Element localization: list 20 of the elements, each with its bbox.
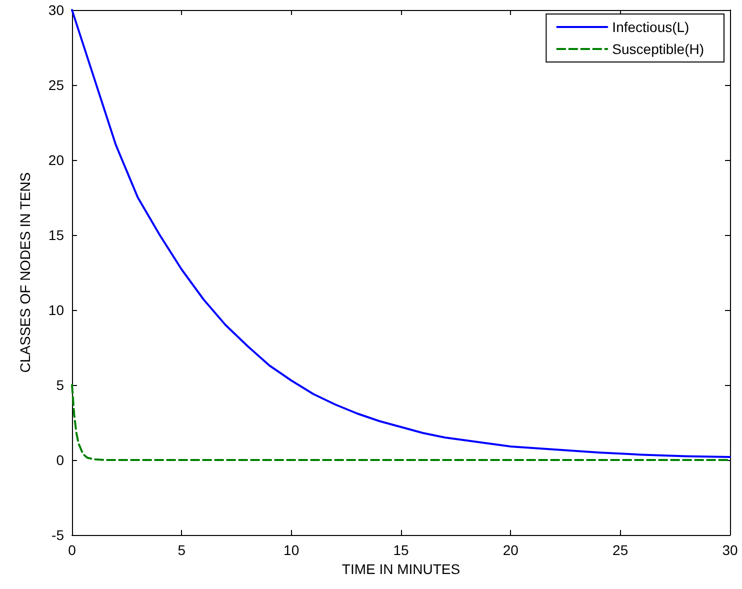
x-tick-label: 5 xyxy=(178,542,186,558)
x-tick-label: 15 xyxy=(393,542,409,558)
y-tick-label: 10 xyxy=(48,302,64,318)
y-tick-label: 20 xyxy=(48,152,64,168)
x-tick-label: 0 xyxy=(68,542,76,558)
y-tick-label: 5 xyxy=(56,377,64,393)
x-tick-label: 30 xyxy=(722,542,738,558)
y-axis-title: CLASSES OF NODES IN TENS xyxy=(17,172,33,373)
y-tick-label: 15 xyxy=(48,227,64,243)
y-tick-label: 25 xyxy=(48,77,64,93)
legend-label: Infectious(L) xyxy=(612,19,690,35)
x-tick-label: 25 xyxy=(612,542,628,558)
y-tick-label: -5 xyxy=(52,527,64,543)
legend-label: Susceptible(H) xyxy=(612,41,704,57)
y-tick-label: 30 xyxy=(48,2,64,18)
y-tick-label: 0 xyxy=(56,452,64,468)
x-tick-label: 10 xyxy=(284,542,300,558)
line-series xyxy=(71,384,731,461)
x-tick-label: 20 xyxy=(502,542,519,558)
x-axis-title: TIME IN MINUTES xyxy=(342,560,460,577)
